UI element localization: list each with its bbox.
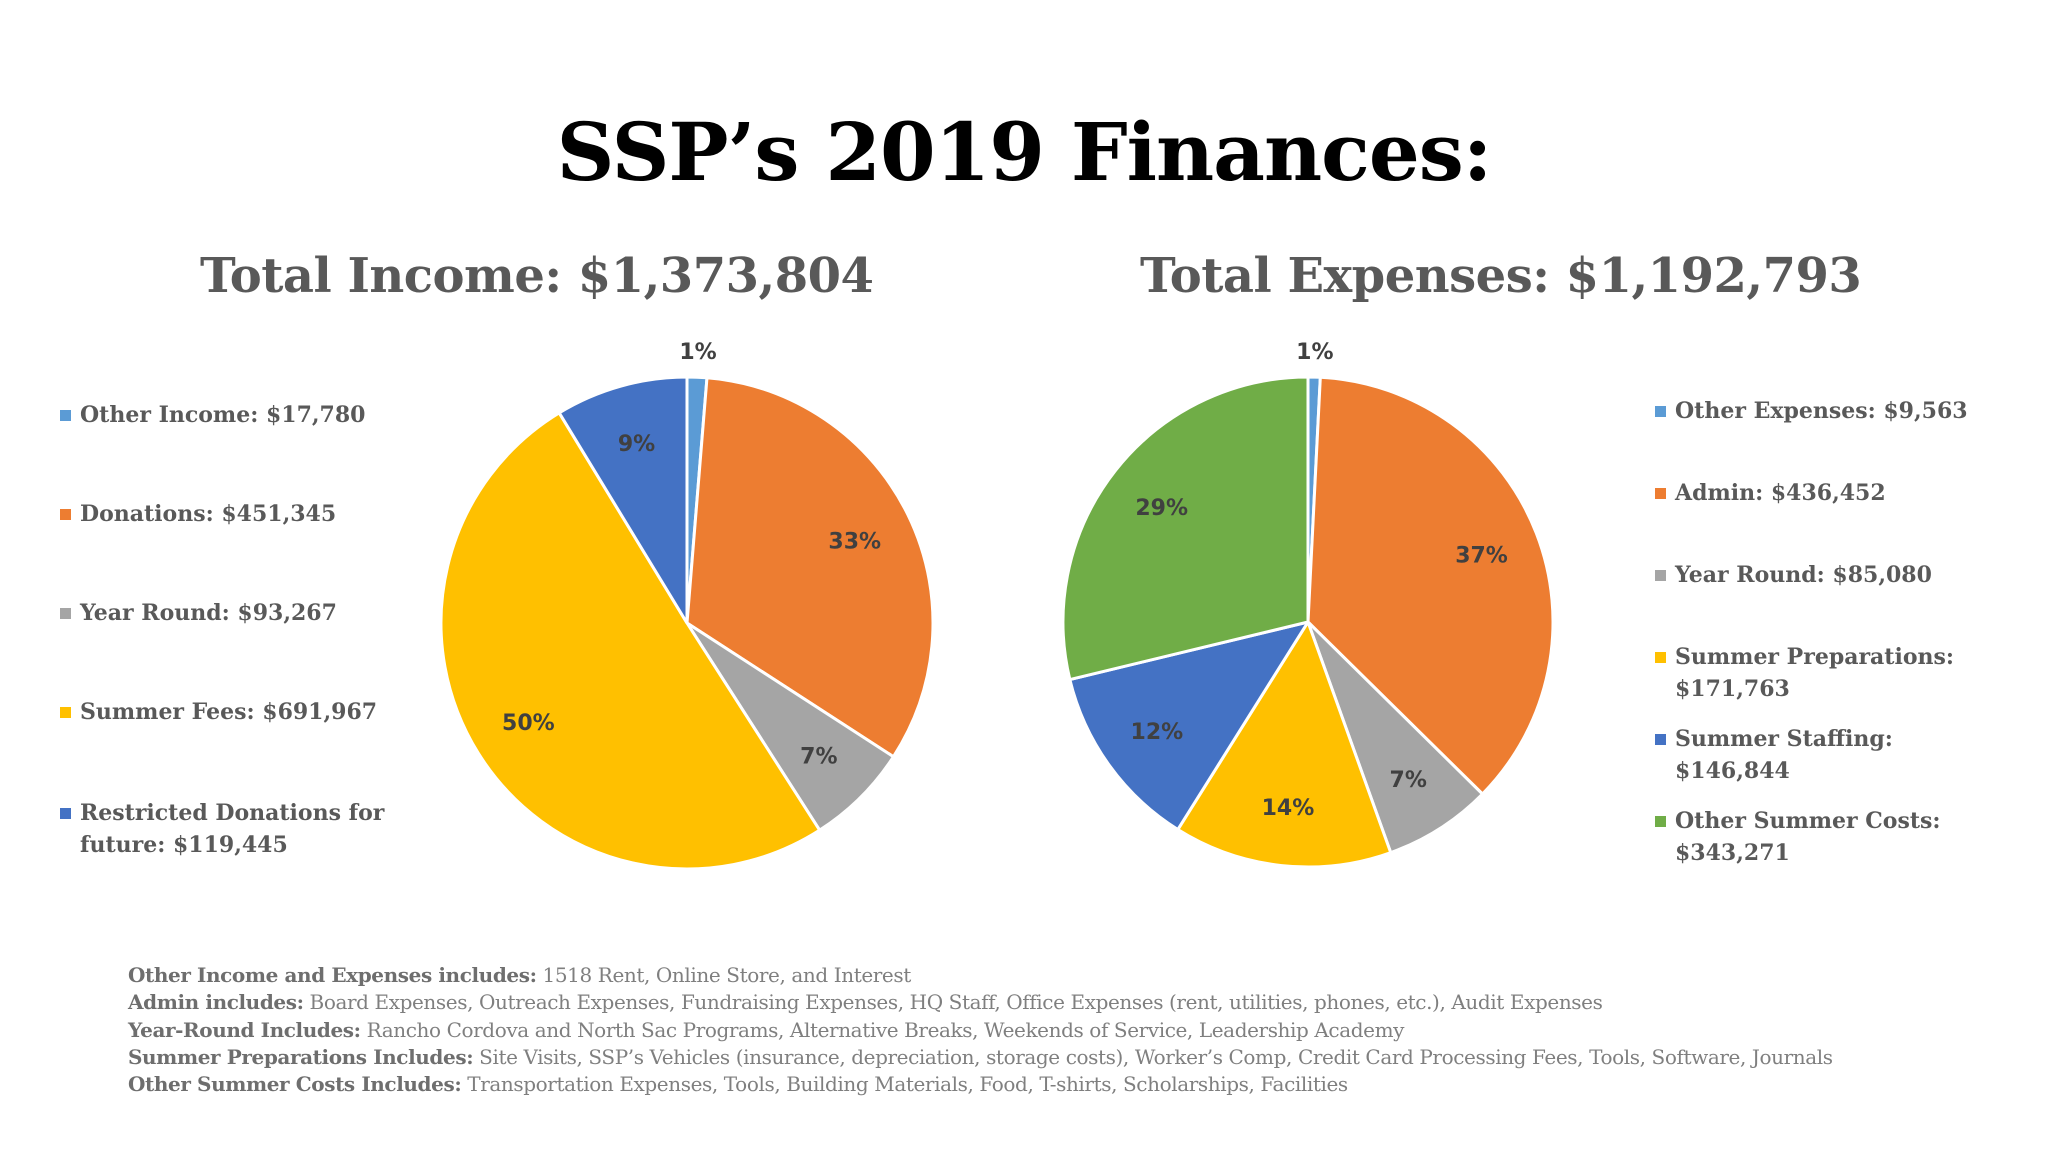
footer-heading: Summer Preparations Includes: bbox=[128, 1044, 474, 1069]
footer-text: 1518 Rent, Online Store, and Interest bbox=[536, 963, 912, 987]
data-label-other-expenses: 1% bbox=[1296, 340, 1333, 365]
income-legend-item-restricted-donations: Restricted Donations for future: $119,44… bbox=[60, 797, 384, 861]
legend-swatch bbox=[1655, 816, 1666, 827]
legend-swatch bbox=[1655, 652, 1666, 663]
legend-swatch bbox=[60, 608, 71, 619]
legend-label: Donations: $451,345 bbox=[80, 501, 337, 527]
footer-line-other: Other Income and Expenses includes: 1518… bbox=[128, 962, 1833, 989]
legend-swatch bbox=[1655, 406, 1666, 417]
pie-slice-summer-fees bbox=[439, 411, 822, 871]
footer-heading: Year-Round Includes: bbox=[128, 1017, 361, 1042]
expense-legend-item-year-round: Year Round: $85,080 bbox=[1655, 559, 1932, 591]
footer-text: Transportation Expenses, Tools, Building… bbox=[461, 1072, 1348, 1097]
data-label-admin: 37% bbox=[1455, 543, 1508, 568]
legend-label: Summer Fees: $691,967 bbox=[80, 699, 378, 725]
data-label-other-summer-costs: 29% bbox=[1135, 496, 1188, 521]
pie-slice-other-summer-costs bbox=[1061, 375, 1310, 682]
footer-line-admin: Admin includes: Board Expenses, Outreach… bbox=[128, 989, 1833, 1016]
footer-line-year-round: Year-Round Includes: Rancho Cordova and … bbox=[128, 1017, 1833, 1044]
legend-label: Year Round: $93,267 bbox=[80, 600, 337, 626]
legend-label-line1: Summer Preparations: bbox=[1675, 644, 1954, 670]
legend-swatch bbox=[60, 410, 71, 421]
legend-swatch bbox=[60, 808, 71, 819]
expense-pie: 1% 37% 7% 14% 12% 29% bbox=[1061, 340, 1555, 869]
footer-heading: Other Summer Costs Includes: bbox=[128, 1072, 462, 1097]
footer-line-other-summer: Other Summer Costs Includes: Transportat… bbox=[128, 1071, 1833, 1098]
expense-legend-item-summer-staffing: Summer Staffing: $146,844 bbox=[1655, 723, 1893, 787]
expense-legend-item-other-expenses: Other Expenses: $9,563 bbox=[1655, 395, 1968, 427]
legend-label-line2: $343,271 bbox=[1675, 840, 1790, 866]
legend-swatch bbox=[1655, 570, 1666, 581]
legend-label-line1: Other Summer Costs: bbox=[1675, 808, 1941, 834]
pie-slice-summer-staffing bbox=[1068, 620, 1310, 832]
legend-swatch bbox=[60, 707, 71, 718]
data-label-summer-fees: 50% bbox=[502, 711, 555, 736]
legend-label: Year Round: $85,080 bbox=[1675, 562, 1932, 588]
income-legend-item-donations: Donations: $451,345 bbox=[60, 498, 336, 530]
legend-label-line1: Summer Staffing: bbox=[1675, 726, 1893, 752]
pie-slice-restricted-donations bbox=[557, 375, 689, 625]
data-label-year-round: 7% bbox=[800, 745, 837, 770]
footer-text: Site Visits, SSP’s Vehicles (insurance, … bbox=[473, 1044, 1833, 1069]
data-label-other-income: 1% bbox=[679, 340, 716, 365]
legend-swatch bbox=[1655, 734, 1666, 745]
data-label-year-round: 7% bbox=[1390, 768, 1427, 793]
income-chart-title: Total Income: $1,373,804 bbox=[200, 248, 874, 304]
pie-slice-summer-preparations bbox=[1176, 620, 1393, 869]
footer-heading: Other Income and Expenses includes: bbox=[128, 963, 537, 987]
legend-label: Other Expenses: $9,563 bbox=[1675, 398, 1968, 424]
data-label-donations: 33% bbox=[828, 529, 881, 554]
expense-chart-title: Total Expenses: $1,192,793 bbox=[1140, 248, 1862, 304]
income-legend-item-other-income: Other Income: $17,780 bbox=[60, 399, 365, 431]
page-title: SSP’s 2019 Finances: bbox=[556, 105, 1493, 199]
expense-legend-item-admin: Admin: $436,452 bbox=[1655, 477, 1886, 509]
footer-text: Board Expenses, Outreach Expenses, Fundr… bbox=[303, 990, 1603, 1015]
income-legend-item-summer-fees: Summer Fees: $691,967 bbox=[60, 696, 377, 728]
pie-slice-year-round bbox=[685, 621, 895, 832]
legend-swatch bbox=[60, 509, 71, 520]
data-label-restricted-donations: 9% bbox=[618, 432, 655, 457]
footer-text: Rancho Cordova and North Sac Programs, A… bbox=[360, 1017, 1405, 1042]
data-label-summer-preparations: 14% bbox=[1262, 796, 1315, 821]
pie-slice-year-round bbox=[1306, 620, 1484, 855]
expense-legend-item-summer-preparations: Summer Preparations: $171,763 bbox=[1655, 641, 1954, 705]
footer-line-summer-prep: Summer Preparations Includes: Site Visit… bbox=[128, 1044, 1833, 1071]
legend-label: Admin: $436,452 bbox=[1675, 480, 1886, 506]
income-pie: 1% 33% 7% 50% 9% bbox=[439, 340, 935, 871]
legend-label-line2: $146,844 bbox=[1675, 758, 1790, 784]
pie-slice-admin bbox=[1306, 375, 1555, 796]
expense-legend-item-other-summer-costs: Other Summer Costs: $343,271 bbox=[1655, 805, 1941, 869]
legend-label-line2: $171,763 bbox=[1675, 676, 1790, 702]
footer-notes: Other Income and Expenses includes: 1518… bbox=[128, 962, 1833, 1098]
footer-heading: Admin includes: bbox=[128, 990, 304, 1015]
income-legend-item-year-round: Year Round: $93,267 bbox=[60, 597, 337, 629]
legend-label: Other Income: $17,780 bbox=[80, 402, 366, 428]
legend-label-line1: Restricted Donations for bbox=[80, 800, 385, 826]
data-label-summer-staffing: 12% bbox=[1131, 720, 1184, 745]
legend-label-line2: future: $119,445 bbox=[80, 832, 288, 858]
legend-swatch bbox=[1655, 488, 1666, 499]
